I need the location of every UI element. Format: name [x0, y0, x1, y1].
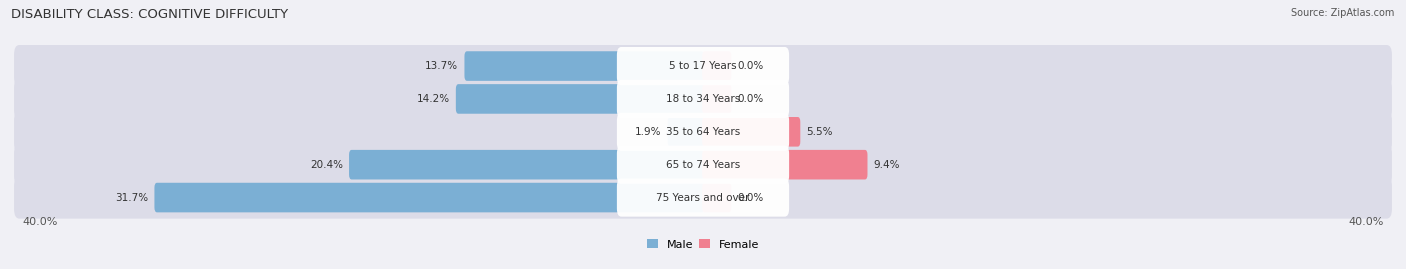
Text: 75 Years and over: 75 Years and over — [657, 193, 749, 203]
FancyBboxPatch shape — [14, 111, 1392, 153]
Text: Source: ZipAtlas.com: Source: ZipAtlas.com — [1291, 8, 1395, 18]
FancyBboxPatch shape — [617, 47, 789, 85]
Text: 20.4%: 20.4% — [311, 160, 343, 170]
Text: 1.9%: 1.9% — [636, 127, 662, 137]
Text: 40.0%: 40.0% — [22, 217, 58, 227]
Text: 65 to 74 Years: 65 to 74 Years — [666, 160, 740, 170]
Legend: Male, Female: Male, Female — [643, 235, 763, 254]
FancyBboxPatch shape — [702, 183, 731, 212]
FancyBboxPatch shape — [702, 150, 868, 179]
FancyBboxPatch shape — [702, 117, 800, 147]
FancyBboxPatch shape — [14, 144, 1392, 186]
FancyBboxPatch shape — [155, 183, 704, 212]
FancyBboxPatch shape — [14, 176, 1392, 219]
FancyBboxPatch shape — [464, 51, 704, 81]
Text: 0.0%: 0.0% — [738, 61, 763, 71]
Text: 31.7%: 31.7% — [115, 193, 149, 203]
Text: 13.7%: 13.7% — [425, 61, 458, 71]
FancyBboxPatch shape — [617, 179, 789, 217]
Text: 5.5%: 5.5% — [807, 127, 832, 137]
Text: 0.0%: 0.0% — [738, 193, 763, 203]
Text: DISABILITY CLASS: COGNITIVE DIFFICULTY: DISABILITY CLASS: COGNITIVE DIFFICULTY — [11, 8, 288, 21]
FancyBboxPatch shape — [617, 113, 789, 151]
FancyBboxPatch shape — [14, 78, 1392, 120]
Text: 0.0%: 0.0% — [738, 94, 763, 104]
FancyBboxPatch shape — [456, 84, 704, 114]
FancyBboxPatch shape — [702, 84, 731, 114]
FancyBboxPatch shape — [349, 150, 704, 179]
FancyBboxPatch shape — [617, 146, 789, 184]
Text: 9.4%: 9.4% — [873, 160, 900, 170]
FancyBboxPatch shape — [702, 51, 731, 81]
FancyBboxPatch shape — [617, 80, 789, 118]
Text: 40.0%: 40.0% — [1348, 217, 1384, 227]
Text: 5 to 17 Years: 5 to 17 Years — [669, 61, 737, 71]
FancyBboxPatch shape — [668, 117, 704, 147]
Text: 18 to 34 Years: 18 to 34 Years — [666, 94, 740, 104]
FancyBboxPatch shape — [14, 45, 1392, 87]
Text: 35 to 64 Years: 35 to 64 Years — [666, 127, 740, 137]
Text: 14.2%: 14.2% — [416, 94, 450, 104]
